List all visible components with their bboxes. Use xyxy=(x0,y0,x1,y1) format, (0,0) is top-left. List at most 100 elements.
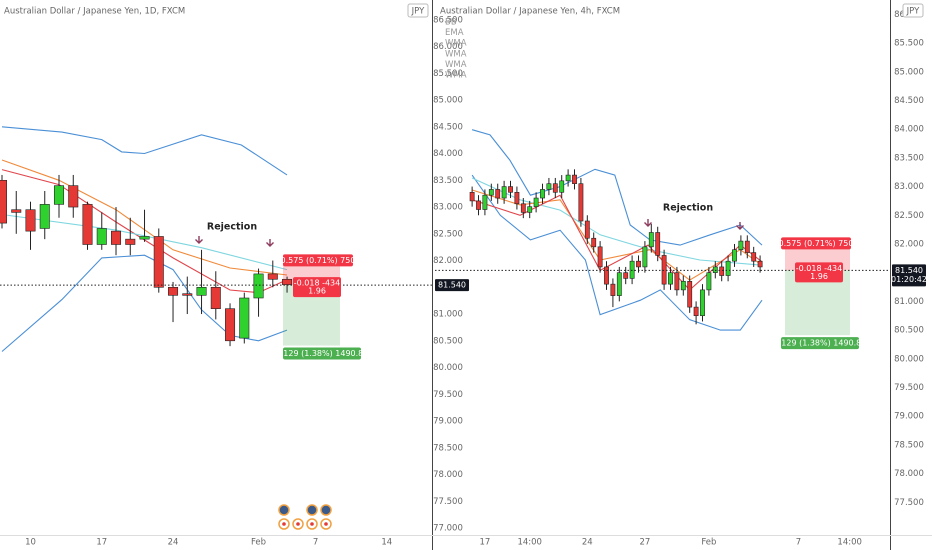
y-tick-label: 82.500 xyxy=(894,211,924,221)
y-tick-label: 80.000 xyxy=(894,354,924,364)
legend-entry: WMA xyxy=(445,60,467,70)
indicator-line xyxy=(471,177,763,266)
y-tick-label: 78.000 xyxy=(433,470,463,480)
candle-body xyxy=(623,272,629,279)
stop-label-box xyxy=(781,237,851,250)
event-icons[interactable] xyxy=(278,504,332,530)
currency-badge: JPY xyxy=(411,7,425,17)
candle-body xyxy=(706,272,712,291)
y-tick-label: 82.000 xyxy=(433,256,463,266)
y-tick-label: 77.000 xyxy=(433,524,463,534)
candle-body xyxy=(225,308,236,342)
candle-body xyxy=(584,220,590,239)
y-tick-label: 85.500 xyxy=(433,69,463,79)
rejection-arrow xyxy=(736,222,744,230)
y-tick-label: 83.000 xyxy=(894,182,924,192)
candle-body xyxy=(687,280,693,308)
indicator-line xyxy=(471,174,763,331)
entry-label: -0.018 -434 xyxy=(796,264,843,273)
x-tick-label: 7 xyxy=(313,538,318,548)
candle-body xyxy=(552,183,558,193)
x-tick-label: Feb xyxy=(701,538,716,548)
x-tick-label: 24 xyxy=(582,538,593,548)
candle-body xyxy=(719,266,725,276)
event-icon[interactable] xyxy=(320,504,332,516)
x-tick-label: 17 xyxy=(96,538,107,548)
candle-body xyxy=(572,174,577,184)
candle-body xyxy=(732,249,737,262)
y-tick-label: 82.500 xyxy=(433,229,463,239)
candle-body xyxy=(139,236,150,240)
target-label-box xyxy=(283,347,361,360)
event-icon[interactable] xyxy=(306,504,318,516)
candle-body xyxy=(253,273,264,299)
y-tick-label: 77.500 xyxy=(433,497,463,507)
candle-body xyxy=(282,278,293,285)
candle-body xyxy=(533,197,539,207)
stop-label: 0.575 (0.71%) 750 xyxy=(779,239,854,248)
entry-label-box xyxy=(293,277,341,298)
ratio-label: 1.96 xyxy=(810,272,828,281)
candle-body xyxy=(642,246,648,268)
countdown: 01:20:42 xyxy=(891,275,927,284)
y-tick-label: 84.000 xyxy=(433,149,463,159)
y-tick-label: 85.000 xyxy=(433,96,463,106)
annotation: Rejection xyxy=(207,222,257,233)
y-tick-label: 79.000 xyxy=(894,412,924,422)
chart-title: Australian Dollar / Japanese Yen, 1D, FX… xyxy=(4,7,185,17)
currency-badge: JPY xyxy=(906,7,920,17)
candle-body xyxy=(476,200,481,210)
y-tick-label: 83.500 xyxy=(433,176,463,186)
candle-body xyxy=(591,237,597,248)
entry-label: -0.018 -434 xyxy=(294,279,341,288)
x-tick-label: 14:00 xyxy=(837,538,862,548)
candle-body xyxy=(514,192,520,205)
candle-body xyxy=(25,209,36,232)
candle-body xyxy=(540,189,545,199)
stop-label: 0.575 (0.71%) 750 xyxy=(281,256,356,265)
candle-body xyxy=(54,185,65,205)
candle-body xyxy=(82,204,93,245)
candle-body xyxy=(712,266,718,273)
candle-body xyxy=(196,286,207,296)
candle-body xyxy=(482,194,488,210)
price-label-box xyxy=(892,264,926,287)
currency-badge-box xyxy=(407,3,429,18)
event-icon[interactable] xyxy=(278,504,290,516)
event-dot xyxy=(310,522,314,526)
candle-body xyxy=(565,174,571,182)
target-label: 1.129 (1.38%) 1490.87 xyxy=(276,349,369,358)
candle-body xyxy=(559,180,565,193)
x-tick-label: 14:00 xyxy=(517,538,542,548)
y-tick-label: 82.000 xyxy=(894,239,924,249)
candle-body xyxy=(674,272,680,291)
indicator-line xyxy=(471,129,763,246)
candle-body xyxy=(680,280,686,291)
candle-body xyxy=(725,260,731,276)
candle-body xyxy=(495,189,501,199)
candle-body xyxy=(751,252,757,262)
candle-body xyxy=(610,283,616,296)
candle-body xyxy=(757,260,763,268)
candle-body xyxy=(604,266,609,285)
candle-body xyxy=(239,297,250,339)
candle-body xyxy=(125,238,136,245)
event-dot xyxy=(324,522,328,526)
candle-body xyxy=(661,255,667,285)
candle-body xyxy=(0,179,7,224)
legend-entry: EMA xyxy=(445,28,464,38)
rejection-arrow xyxy=(266,239,274,247)
y-tick-label: 84.500 xyxy=(894,96,924,106)
rejection-arrow xyxy=(195,236,203,244)
y-tick-label: 79.500 xyxy=(433,390,463,400)
x-tick-label: 7 xyxy=(796,538,801,548)
indicator-line xyxy=(471,194,763,291)
candle-body xyxy=(182,293,193,296)
price-label: 81.540 xyxy=(438,281,466,290)
y-tick-label: 80.500 xyxy=(894,326,924,336)
candle-body xyxy=(111,230,122,245)
candle-body xyxy=(501,186,507,199)
candle-body xyxy=(546,183,552,190)
candle-body xyxy=(648,232,654,248)
candle-body xyxy=(700,289,705,317)
